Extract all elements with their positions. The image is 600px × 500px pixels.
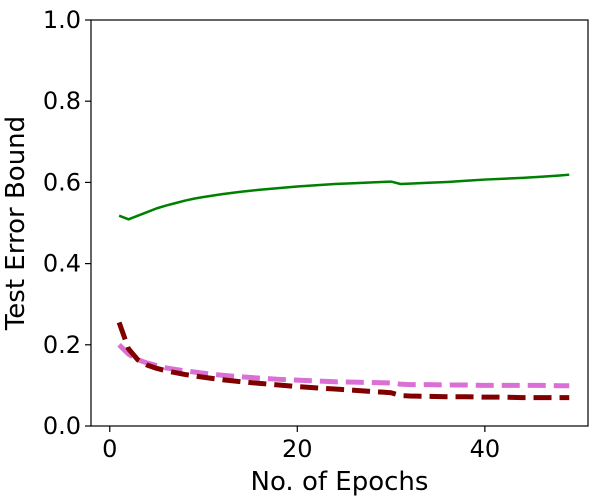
plot-frame bbox=[90, 19, 589, 427]
series-line-3 bbox=[116, 321, 570, 401]
y-axis-ticks: 0.0 0.2 0.4 0.6 0.8 1.0 bbox=[43, 6, 91, 440]
x-axis-label: No. of Epochs bbox=[251, 467, 429, 497]
series-line-1 bbox=[118, 173, 570, 221]
y-tick-label: 0.8 bbox=[43, 87, 81, 115]
y-tick-label: 0.6 bbox=[43, 168, 81, 196]
y-axis-label: Test Error Bound bbox=[1, 116, 31, 331]
y-tick-label: 0.2 bbox=[43, 331, 81, 359]
x-tick-label: 0 bbox=[102, 435, 117, 463]
y-tick-label: 0.4 bbox=[43, 250, 81, 278]
series-line-2 bbox=[117, 343, 570, 389]
x-tick-label: 20 bbox=[282, 435, 313, 463]
y-tick-label: 0.0 bbox=[43, 412, 81, 440]
y-tick-label: 1.0 bbox=[43, 6, 81, 34]
x-axis-ticks: 0 20 40 bbox=[102, 426, 500, 463]
x-tick-label: 40 bbox=[470, 435, 501, 463]
series-layer bbox=[116, 173, 570, 401]
